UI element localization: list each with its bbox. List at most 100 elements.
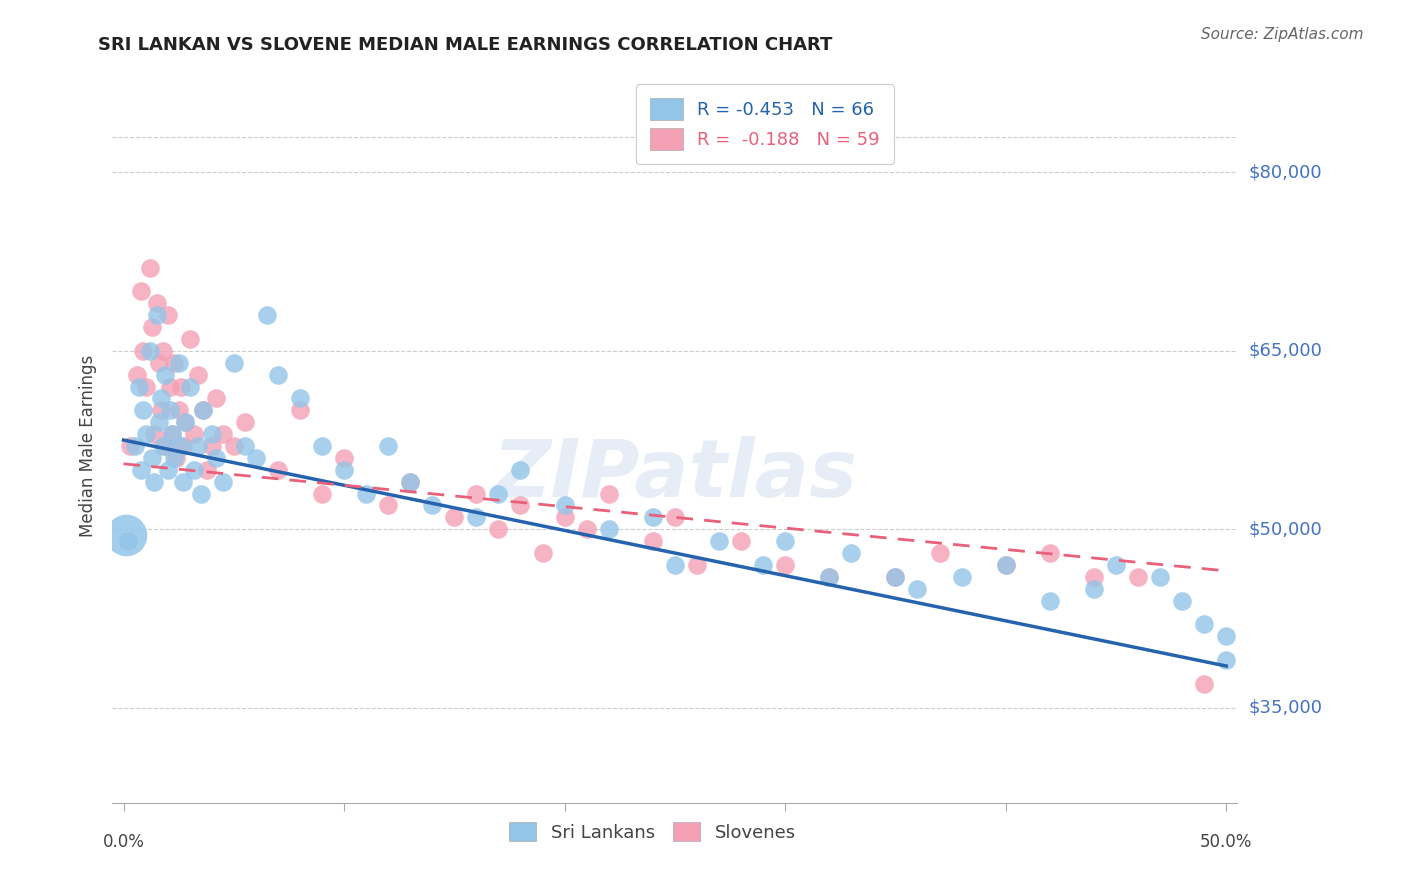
Text: Source: ZipAtlas.com: Source: ZipAtlas.com bbox=[1201, 27, 1364, 42]
Point bbox=[1149, 570, 1171, 584]
Point bbox=[170, 379, 193, 393]
Point bbox=[170, 439, 193, 453]
Point bbox=[201, 439, 224, 453]
Point bbox=[160, 427, 183, 442]
Point bbox=[1192, 617, 1215, 632]
Point bbox=[195, 463, 218, 477]
Point bbox=[1039, 546, 1062, 560]
Point bbox=[205, 392, 228, 406]
Point bbox=[333, 463, 356, 477]
Text: $80,000: $80,000 bbox=[1249, 163, 1322, 181]
Point bbox=[288, 403, 311, 417]
Point bbox=[139, 260, 162, 275]
Point bbox=[1215, 629, 1237, 643]
Point bbox=[443, 510, 465, 524]
Point bbox=[129, 463, 152, 477]
Point bbox=[509, 499, 531, 513]
Point bbox=[172, 475, 194, 489]
Point bbox=[311, 439, 333, 453]
Point bbox=[190, 486, 212, 500]
Point bbox=[884, 570, 907, 584]
Point bbox=[155, 439, 177, 453]
Point bbox=[465, 486, 488, 500]
Point bbox=[187, 439, 209, 453]
Point bbox=[183, 463, 205, 477]
Point bbox=[135, 379, 157, 393]
Point bbox=[152, 439, 174, 453]
Point bbox=[707, 534, 730, 549]
Point bbox=[531, 546, 554, 560]
Point bbox=[167, 403, 190, 417]
Point bbox=[143, 475, 166, 489]
Point bbox=[174, 415, 197, 429]
Text: $65,000: $65,000 bbox=[1249, 342, 1322, 359]
Point bbox=[641, 534, 664, 549]
Point bbox=[1171, 593, 1194, 607]
Point bbox=[928, 546, 950, 560]
Point bbox=[165, 450, 187, 465]
Point bbox=[222, 439, 245, 453]
Point bbox=[664, 558, 686, 572]
Point bbox=[135, 427, 157, 442]
Point bbox=[132, 403, 155, 417]
Point bbox=[311, 486, 333, 500]
Point bbox=[994, 558, 1017, 572]
Point bbox=[377, 499, 399, 513]
Point bbox=[256, 308, 278, 322]
Point bbox=[1083, 582, 1105, 596]
Point bbox=[145, 308, 167, 322]
Point bbox=[141, 450, 163, 465]
Point bbox=[1083, 570, 1105, 584]
Point bbox=[150, 392, 173, 406]
Point bbox=[994, 558, 1017, 572]
Point bbox=[148, 415, 170, 429]
Point bbox=[125, 368, 148, 382]
Point bbox=[141, 320, 163, 334]
Point bbox=[191, 403, 214, 417]
Point bbox=[465, 510, 488, 524]
Text: $35,000: $35,000 bbox=[1249, 698, 1323, 716]
Point bbox=[150, 403, 173, 417]
Y-axis label: Median Male Earnings: Median Male Earnings bbox=[79, 355, 97, 537]
Point bbox=[839, 546, 862, 560]
Point bbox=[132, 343, 155, 358]
Text: ZIPatlas: ZIPatlas bbox=[492, 435, 858, 514]
Point bbox=[139, 343, 162, 358]
Point bbox=[156, 463, 179, 477]
Point bbox=[288, 392, 311, 406]
Point bbox=[818, 570, 841, 584]
Point bbox=[267, 463, 290, 477]
Point bbox=[575, 522, 598, 536]
Text: SRI LANKAN VS SLOVENE MEDIAN MALE EARNINGS CORRELATION CHART: SRI LANKAN VS SLOVENE MEDIAN MALE EARNIN… bbox=[98, 36, 832, 54]
Point bbox=[156, 308, 179, 322]
Point bbox=[145, 296, 167, 310]
Point bbox=[752, 558, 775, 572]
Point bbox=[148, 356, 170, 370]
Point bbox=[233, 439, 256, 453]
Point bbox=[211, 475, 233, 489]
Point bbox=[163, 356, 186, 370]
Point bbox=[167, 356, 190, 370]
Point bbox=[211, 427, 233, 442]
Point bbox=[117, 534, 139, 549]
Point bbox=[554, 510, 576, 524]
Point bbox=[120, 439, 142, 453]
Point bbox=[174, 415, 197, 429]
Point bbox=[1039, 593, 1062, 607]
Text: 50.0%: 50.0% bbox=[1201, 832, 1253, 851]
Point bbox=[183, 427, 205, 442]
Point bbox=[143, 427, 166, 442]
Point bbox=[201, 427, 224, 442]
Point bbox=[730, 534, 752, 549]
Point bbox=[773, 534, 796, 549]
Point bbox=[159, 379, 181, 393]
Point bbox=[773, 558, 796, 572]
Point bbox=[818, 570, 841, 584]
Legend: Sri Lankans, Slovenes: Sri Lankans, Slovenes bbox=[501, 814, 804, 851]
Point bbox=[907, 582, 929, 596]
Point bbox=[160, 427, 183, 442]
Point bbox=[128, 379, 150, 393]
Point bbox=[641, 510, 664, 524]
Point bbox=[114, 528, 136, 542]
Point bbox=[245, 450, 267, 465]
